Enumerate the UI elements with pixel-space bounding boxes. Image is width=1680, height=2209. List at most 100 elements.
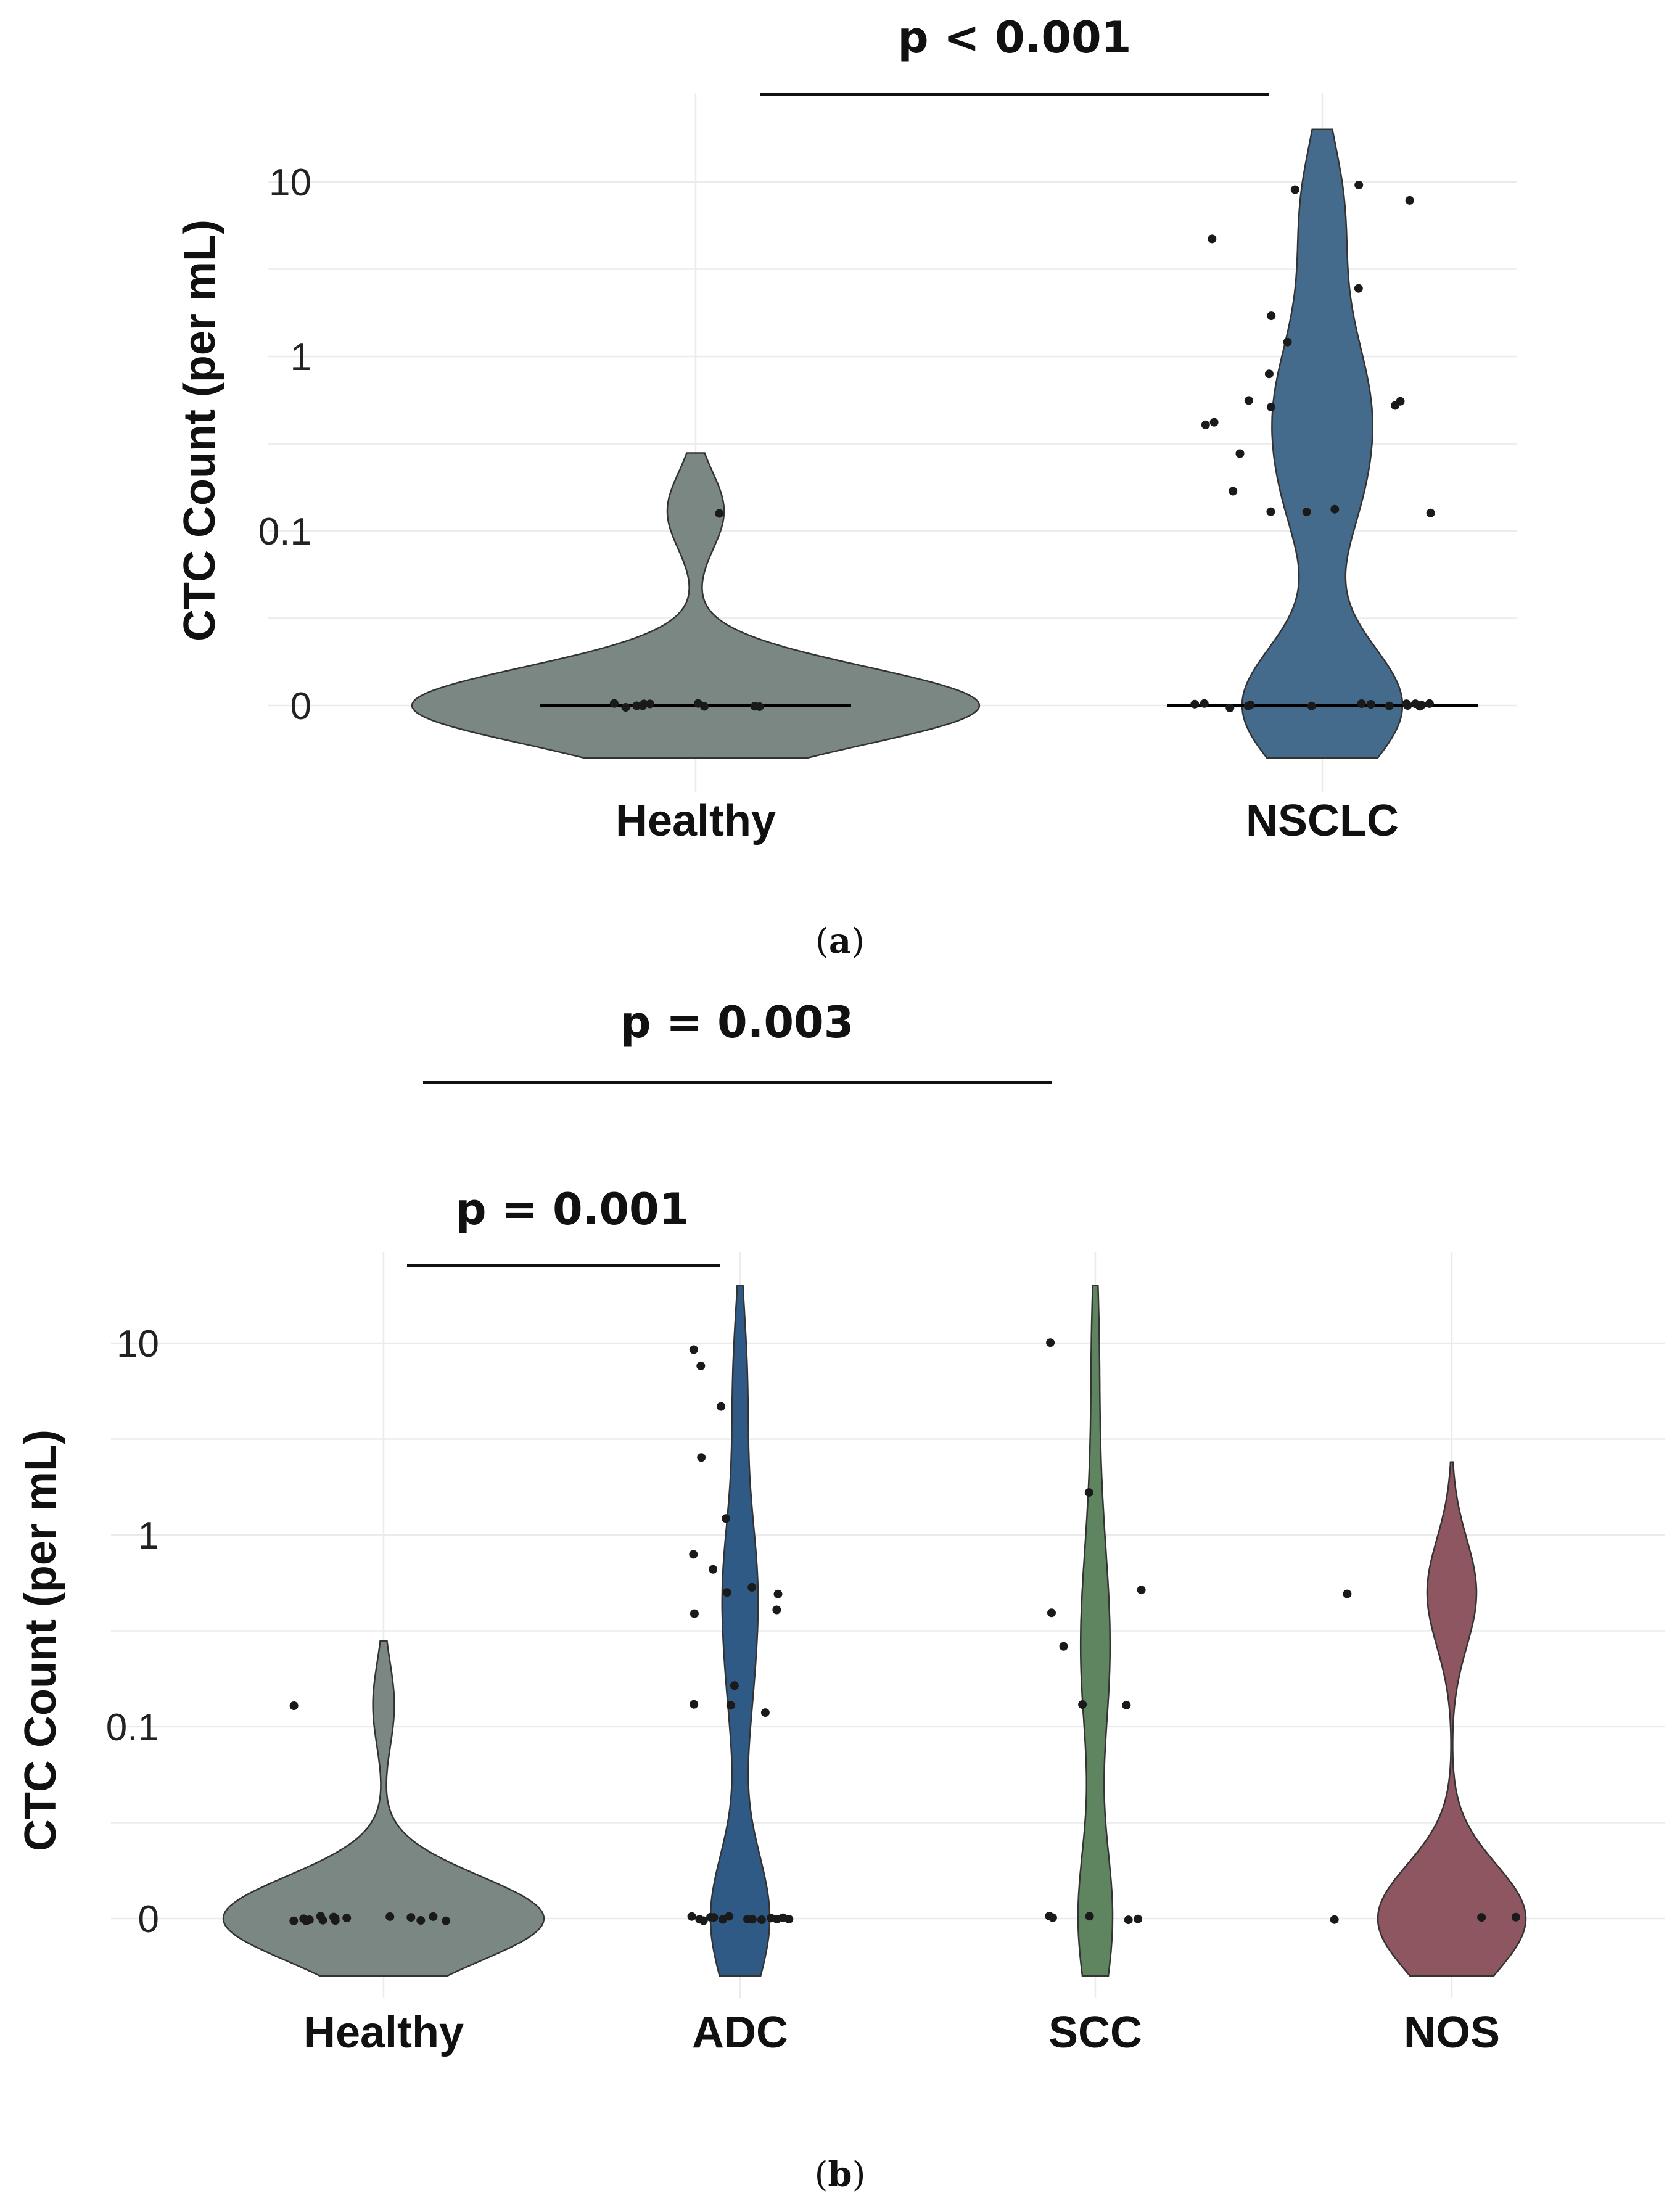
data-point bbox=[1426, 508, 1435, 517]
data-point bbox=[1354, 284, 1363, 293]
data-point bbox=[1266, 403, 1275, 411]
data-point bbox=[1047, 1608, 1056, 1618]
data-point bbox=[690, 1700, 699, 1709]
data-point bbox=[609, 699, 619, 708]
violin-healthy bbox=[222, 1640, 545, 1977]
data-point bbox=[697, 1453, 706, 1462]
data-point bbox=[722, 1514, 730, 1523]
data-point bbox=[706, 1912, 715, 1922]
data-point bbox=[1330, 1915, 1339, 1924]
data-point bbox=[1246, 700, 1255, 709]
data-point bbox=[1124, 1915, 1133, 1925]
data-point bbox=[747, 1582, 757, 1592]
data-point bbox=[719, 1915, 727, 1924]
y-tick-label: 0 bbox=[138, 1898, 159, 1941]
y-tick-label: 0.1 bbox=[258, 511, 311, 553]
data-point bbox=[1059, 1642, 1068, 1651]
y-tick-label: 1 bbox=[290, 336, 311, 379]
comparisons-a: p < 0.001 bbox=[760, 12, 1269, 96]
data-point bbox=[289, 1701, 299, 1710]
data-point bbox=[1405, 195, 1414, 205]
data-point bbox=[689, 1550, 698, 1559]
data-point bbox=[689, 1345, 698, 1354]
data-point bbox=[715, 509, 724, 518]
y-tick-label: 1 bbox=[138, 1515, 159, 1557]
data-point bbox=[687, 1912, 696, 1921]
panel-label-a: (a) bbox=[815, 921, 865, 961]
violin-nsclc bbox=[1241, 128, 1404, 759]
x-tick-labels-b: Healthy ADC SCC NOS bbox=[303, 2008, 1500, 2057]
data-point bbox=[1357, 699, 1366, 708]
y-tick-label: 0 bbox=[290, 685, 311, 728]
p-value-label: p = 0.003 bbox=[620, 997, 854, 1048]
data-point bbox=[773, 1589, 783, 1598]
data-point bbox=[1290, 185, 1299, 194]
violins-a bbox=[411, 128, 1478, 759]
data-point bbox=[1415, 702, 1425, 711]
x-tick-label-nsclc: NSCLC bbox=[1246, 796, 1399, 845]
data-point bbox=[743, 1915, 752, 1924]
data-point bbox=[1085, 1912, 1094, 1921]
points-b bbox=[289, 1338, 1520, 1925]
data-point bbox=[1078, 1700, 1087, 1709]
data-point bbox=[1396, 397, 1405, 406]
data-point bbox=[755, 702, 764, 711]
y-tick-label: 0.1 bbox=[106, 1706, 159, 1749]
data-point bbox=[700, 702, 709, 711]
violins-b bbox=[222, 1285, 1527, 1977]
data-point bbox=[1045, 1912, 1054, 1920]
x-tick-label-healthy: Healthy bbox=[616, 796, 776, 845]
data-point bbox=[1266, 507, 1275, 516]
data-point bbox=[1307, 701, 1316, 710]
data-point bbox=[1402, 699, 1411, 709]
data-point bbox=[726, 1701, 735, 1710]
x-tick-labels-a: Healthy NSCLC bbox=[616, 796, 1399, 845]
data-point bbox=[1302, 508, 1311, 517]
data-point bbox=[1134, 1914, 1143, 1923]
data-point bbox=[690, 1609, 699, 1618]
x-tick-label-nos: NOS bbox=[1404, 2008, 1500, 2057]
violin-scc bbox=[1077, 1285, 1114, 1977]
data-point bbox=[645, 699, 654, 709]
data-point bbox=[1190, 699, 1200, 709]
y-tick-labels-b: 0 0.1 1 10 bbox=[106, 1323, 159, 1941]
data-point bbox=[299, 1914, 308, 1923]
data-point bbox=[1244, 396, 1253, 405]
data-point bbox=[385, 1912, 395, 1921]
comparisons-b: p = 0.001 p = 0.003 bbox=[407, 997, 1052, 1267]
data-point bbox=[1511, 1912, 1520, 1922]
data-point bbox=[1201, 420, 1210, 429]
data-point bbox=[717, 1402, 726, 1411]
data-point bbox=[709, 1565, 718, 1574]
data-point bbox=[772, 1605, 781, 1615]
violin-adc bbox=[709, 1285, 771, 1977]
violin-chart-a: 0 0.1 1 10 Healthy NSCLC p < 0.001 CTC Count… bbox=[175, 12, 1517, 961]
data-point bbox=[1200, 699, 1209, 708]
data-point bbox=[695, 1915, 704, 1924]
data-point bbox=[621, 703, 630, 712]
violin-nos bbox=[1377, 1461, 1527, 1977]
data-point bbox=[632, 701, 641, 710]
y-axis-title-b: CTC Count (per mL) bbox=[16, 1429, 65, 1851]
data-point bbox=[1229, 487, 1238, 496]
data-point bbox=[1343, 1589, 1352, 1598]
data-point bbox=[1137, 1586, 1146, 1595]
x-tick-label-healthy: Healthy bbox=[303, 2008, 464, 2057]
panel-label-b: (b) bbox=[815, 2154, 866, 2195]
data-point bbox=[442, 1916, 451, 1925]
data-point bbox=[757, 1915, 766, 1924]
data-point bbox=[416, 1916, 426, 1925]
data-point bbox=[778, 1913, 788, 1922]
data-point bbox=[1208, 234, 1217, 244]
data-point bbox=[1330, 504, 1340, 514]
p-value-label: p < 0.001 bbox=[898, 12, 1132, 63]
data-point bbox=[1122, 1701, 1131, 1710]
points-a bbox=[609, 181, 1435, 712]
y-tick-labels-a: 0 0.1 1 10 bbox=[258, 162, 311, 728]
y-axis-title-a: CTC Count (per mL) bbox=[175, 220, 224, 641]
x-tick-label-adc: ADC bbox=[692, 2008, 788, 2057]
data-point bbox=[429, 1912, 438, 1921]
